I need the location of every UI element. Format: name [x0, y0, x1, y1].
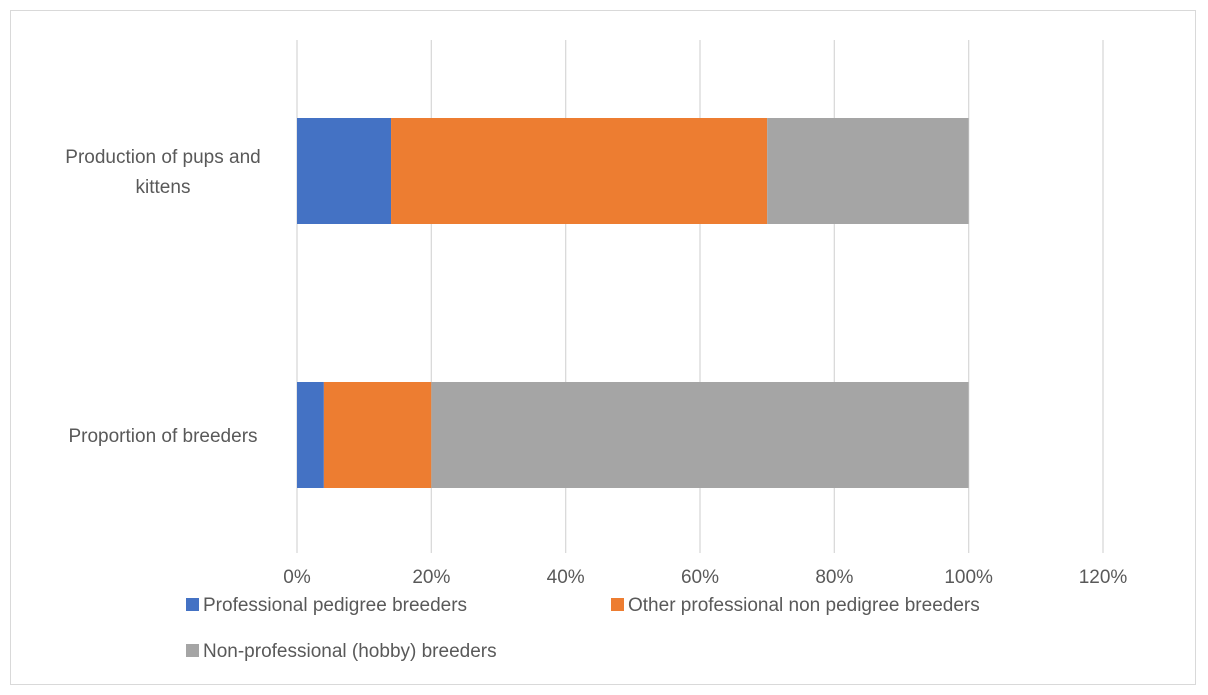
- bar-proportion-series-1: [297, 382, 324, 488]
- x-tick-label: 80%: [815, 567, 853, 588]
- legend-label: Other professional non pedigree breeders: [628, 595, 980, 616]
- legend-swatch: [186, 644, 199, 657]
- x-tick-label: 60%: [681, 567, 719, 588]
- category-label: Production of pups and: [65, 147, 260, 168]
- x-tick-label: 120%: [1079, 567, 1128, 588]
- x-tick-label: 100%: [944, 567, 993, 588]
- category-label: Proportion of breeders: [68, 426, 257, 447]
- bar-proportion-series-2: [323, 382, 432, 488]
- x-tick-label: 20%: [412, 567, 450, 588]
- legend-label: Non-professional (hobby) breeders: [203, 641, 497, 662]
- bar-production-series-2: [391, 118, 768, 224]
- bars: [297, 118, 969, 488]
- bar-proportion-series-3: [431, 382, 969, 488]
- legend-swatch: [611, 598, 624, 611]
- y-axis-category-labels: Production of pups and kittens Proportion …: [65, 147, 260, 447]
- x-tick-label: 0%: [283, 567, 311, 588]
- legend-label: Professional pedigree breeders: [203, 595, 467, 616]
- legend: Professional pedigree breeders Other prof…: [186, 595, 980, 662]
- x-tick-label: 40%: [547, 567, 585, 588]
- category-label: kittens: [136, 177, 191, 198]
- bar-production-series-3: [767, 118, 969, 224]
- bar-production-series-1: [297, 118, 392, 224]
- legend-swatch: [186, 598, 199, 611]
- x-axis-tick-labels: 0% 20% 40% 60% 80% 100% 120%: [283, 567, 1127, 588]
